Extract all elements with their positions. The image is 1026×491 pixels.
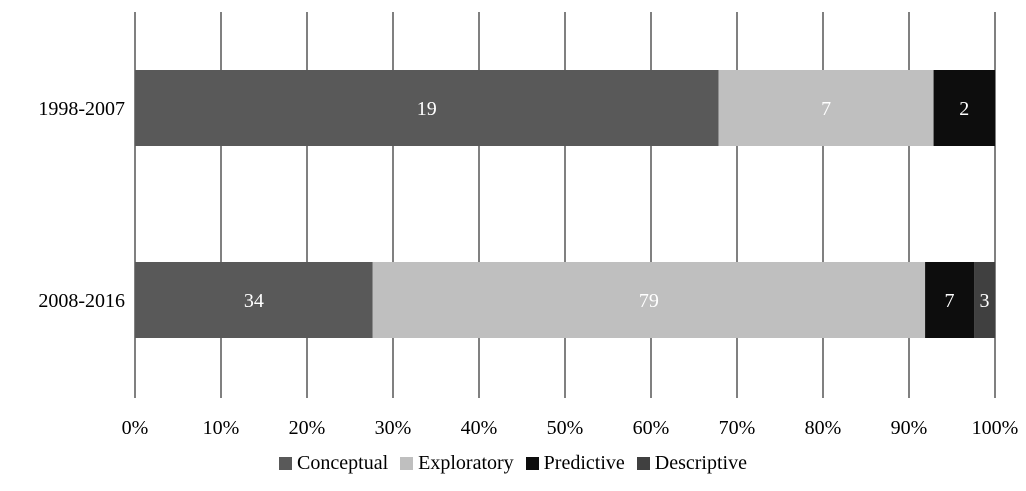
bar-segment <box>135 70 719 146</box>
bar-segment <box>135 262 373 338</box>
x-tick-label: 0% <box>122 417 149 439</box>
legend-label: Predictive <box>543 452 625 474</box>
data-label: 34 <box>244 290 264 312</box>
legend-label: Exploratory <box>418 452 514 474</box>
bar-segment <box>372 262 926 338</box>
x-tick-label: 20% <box>289 417 326 439</box>
x-tick-label: 90% <box>891 417 928 439</box>
legend-item: Predictive <box>525 452 625 475</box>
x-tick-label: 80% <box>805 417 842 439</box>
legend-item: Exploratory <box>400 452 514 475</box>
x-axis-ticks: 0% 10% 20% 30% 40% 50% 60% 70% 80% 90% 100% <box>122 417 1019 439</box>
bar-segment <box>933 70 995 146</box>
data-label: 2 <box>959 98 969 120</box>
legend-swatch <box>525 457 539 470</box>
legend-label: Descriptive <box>654 452 747 474</box>
data-label: 79 <box>639 290 659 312</box>
gridlines <box>134 12 996 398</box>
legend-swatch <box>279 457 293 470</box>
x-tick-label: 60% <box>633 417 670 439</box>
legend-swatch <box>400 457 414 470</box>
legend-label: Conceptual <box>297 452 389 474</box>
x-tick-label: 30% <box>375 417 412 439</box>
legend-swatch <box>636 457 650 470</box>
x-tick-label: 50% <box>547 417 584 439</box>
y-axis-categories: 1998-2007 2008-2016 <box>38 98 125 312</box>
chart-plot: 19 7 2 34 79 7 3 0% 10% 20% 30% 40% 50% 60% 70% 80% 90%… <box>38 12 1019 439</box>
y-category-label: 2008-2016 <box>38 290 125 312</box>
x-tick-label: 100% <box>972 417 1019 439</box>
data-label: 19 <box>417 98 437 120</box>
bar-segment <box>974 262 995 338</box>
bar-segment <box>925 262 975 338</box>
data-label: 7 <box>821 98 831 120</box>
x-tick-label: 10% <box>203 417 240 439</box>
data-label: 7 <box>945 290 955 312</box>
x-tick-label: 40% <box>461 417 498 439</box>
bars: 19 7 2 34 79 7 3 <box>135 70 995 338</box>
y-category-label: 1998-2007 <box>38 98 125 120</box>
legend-item: Descriptive <box>636 452 747 475</box>
bar-segment <box>718 70 934 146</box>
x-tick-label: 70% <box>719 417 756 439</box>
data-label: 3 <box>980 290 990 312</box>
legend: Conceptual Exploratory Predictive Descripti… <box>0 452 1026 475</box>
legend-item: Conceptual <box>279 452 388 475</box>
